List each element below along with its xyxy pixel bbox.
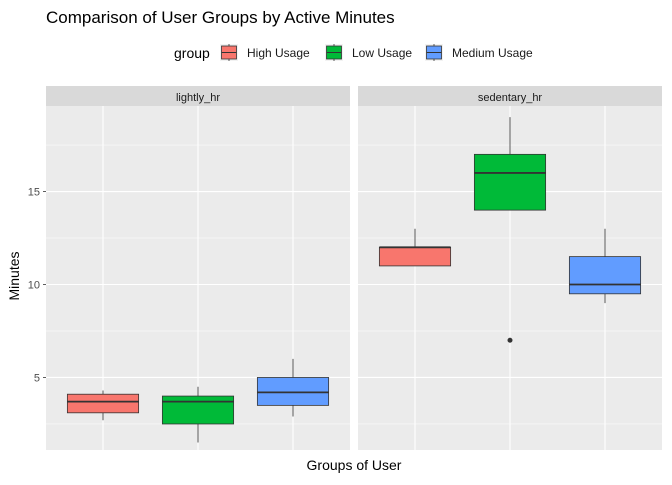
y-axis-label: Minutes	[6, 251, 22, 300]
box-body	[568, 256, 642, 295]
facet-label: sedentary_hr	[478, 92, 543, 104]
box-body	[161, 395, 235, 425]
legend-item-low-usage: Low Usage	[325, 44, 412, 61]
chart-title: Comparison of User Groups by Active Minu…	[46, 8, 395, 27]
outlier-point	[507, 337, 513, 343]
box-low-usage	[161, 386, 235, 443]
facet-label: lightly_hr	[176, 92, 220, 104]
legend-item-high-usage: High Usage	[220, 44, 310, 61]
legend-label: Low Usage	[352, 46, 412, 60]
box-low-usage	[473, 117, 547, 343]
legend-label: Medium Usage	[452, 46, 533, 60]
box-medium-usage	[256, 358, 330, 417]
box-high-usage	[378, 228, 452, 267]
box-body	[473, 153, 547, 211]
box-body	[256, 377, 330, 406]
y-tick-label: 10	[28, 280, 40, 292]
legend-label: High Usage	[247, 46, 310, 60]
box-body	[66, 393, 140, 414]
legend-title: group	[174, 45, 210, 61]
box-body	[378, 246, 452, 267]
box-high-usage	[66, 390, 140, 421]
y-tick-label: 15	[28, 187, 40, 199]
facet-strip	[358, 86, 662, 106]
facet-strip	[46, 86, 350, 106]
x-axis-label: Groups of User	[307, 457, 402, 473]
y-tick-label: 5	[34, 372, 40, 384]
panel-sedentary-hr: sedentary_hr	[358, 86, 662, 450]
legend: group High Usage Low Usage Medium Usage	[174, 44, 533, 61]
panel-lightly-hr: lightly_hr 5 10 15	[28, 86, 350, 450]
box-medium-usage	[568, 228, 642, 304]
legend-item-medium-usage: Medium Usage	[425, 44, 533, 61]
